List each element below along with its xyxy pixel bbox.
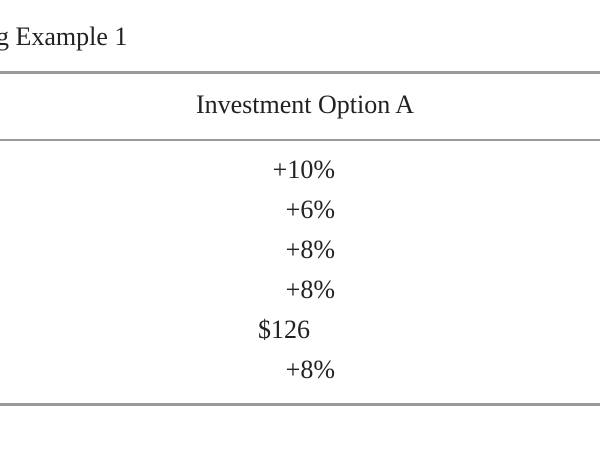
- table-cell: +8%: [285, 275, 335, 304]
- bottom-rule: [0, 403, 600, 406]
- table-cell: +10%: [272, 155, 335, 184]
- table-cell: +6%: [285, 195, 335, 224]
- column-header: Investment Option A: [195, 90, 415, 119]
- top-rule: [0, 71, 600, 74]
- table-cell: +8%: [285, 235, 335, 264]
- header-rule: [0, 139, 600, 141]
- table-cell: $126: [258, 315, 310, 344]
- table-title: g Example 1: [0, 22, 128, 51]
- table-cell: +8%: [285, 355, 335, 384]
